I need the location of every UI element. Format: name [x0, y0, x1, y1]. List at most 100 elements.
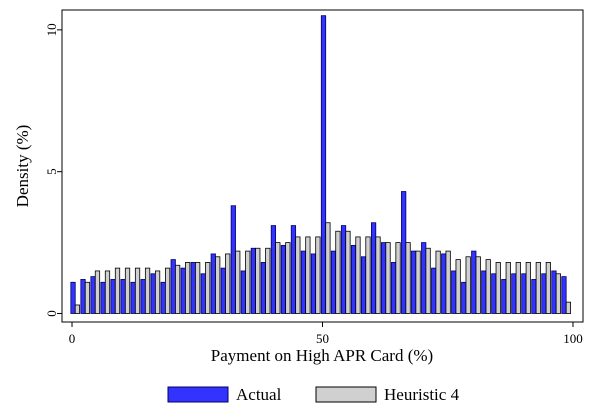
bar [185, 262, 191, 314]
bar [150, 273, 156, 314]
bar [365, 236, 371, 314]
bar [345, 230, 351, 314]
bar [555, 273, 561, 314]
bar [551, 270, 557, 314]
bar [170, 259, 176, 314]
y-tick-label: 0 [44, 310, 59, 317]
bar [285, 242, 291, 314]
bar [385, 242, 391, 314]
bar [350, 245, 357, 314]
bar [200, 273, 206, 314]
bar [325, 222, 331, 314]
bar [425, 247, 431, 314]
bar [565, 301, 571, 314]
legend-swatch [167, 386, 229, 403]
bar [154, 270, 161, 314]
bar [300, 250, 307, 314]
bar [84, 281, 91, 314]
bar [195, 262, 201, 314]
bar [475, 256, 481, 314]
bar [80, 279, 86, 314]
bar [100, 281, 106, 314]
bar [395, 242, 401, 314]
bar [515, 262, 521, 314]
bar [320, 15, 327, 314]
bar [310, 253, 317, 314]
bar [495, 262, 501, 314]
bar [481, 270, 487, 314]
y-axis-title: Density (%) [13, 125, 32, 208]
bar [220, 267, 226, 314]
bar [391, 262, 397, 314]
bar [225, 253, 231, 314]
bar [535, 262, 541, 314]
bar [144, 267, 151, 314]
bar [120, 279, 126, 314]
bar [435, 250, 441, 314]
x-tick-label: 100 [563, 331, 583, 346]
bar [255, 247, 261, 314]
bar [360, 256, 367, 314]
bar [280, 245, 287, 314]
bar [340, 225, 347, 314]
bar [270, 225, 277, 314]
legend-label: Actual [236, 385, 282, 404]
bar [215, 256, 221, 314]
bar [110, 279, 116, 314]
bar [491, 273, 497, 314]
bar [290, 225, 297, 314]
y-tick-label: 5 [44, 168, 59, 175]
bar [525, 262, 531, 314]
bar [164, 267, 171, 314]
bar [375, 236, 381, 314]
bar [441, 253, 447, 314]
legend-label: Heuristic 4 [384, 385, 460, 404]
bar [230, 205, 236, 314]
bar [445, 250, 451, 314]
bar [245, 250, 251, 314]
bar [501, 279, 507, 314]
bar [74, 304, 81, 314]
bar [265, 247, 271, 314]
bar [315, 236, 321, 314]
bar [461, 281, 467, 314]
bar [140, 279, 146, 314]
bar [335, 230, 341, 314]
bar [130, 281, 136, 314]
bar [451, 270, 457, 314]
y-tick-label: 10 [44, 23, 59, 36]
bar [305, 236, 311, 314]
bar [240, 270, 246, 314]
bar [160, 281, 166, 314]
bar [541, 273, 547, 314]
bar [561, 276, 567, 314]
bar [415, 250, 421, 314]
bar [531, 279, 537, 314]
bar [94, 270, 101, 314]
bar [381, 242, 387, 314]
bar [465, 256, 471, 314]
x-tick-label: 50 [316, 331, 329, 346]
x-axis-title: Payment on High APR Card (%) [211, 346, 433, 365]
bar [330, 250, 337, 314]
bar [521, 273, 527, 314]
bar [545, 262, 551, 314]
bar [175, 264, 181, 314]
bar [275, 242, 281, 314]
bar [471, 250, 477, 314]
bar [401, 191, 407, 314]
bar [511, 273, 517, 314]
bar [295, 236, 301, 314]
bar [355, 236, 361, 314]
bar [104, 270, 111, 314]
bar [180, 267, 186, 314]
plot-area [70, 15, 571, 314]
bar [190, 262, 196, 314]
bar [90, 276, 96, 314]
bar [505, 262, 511, 314]
bar [250, 247, 256, 314]
bar [70, 281, 76, 314]
bar [421, 242, 427, 314]
